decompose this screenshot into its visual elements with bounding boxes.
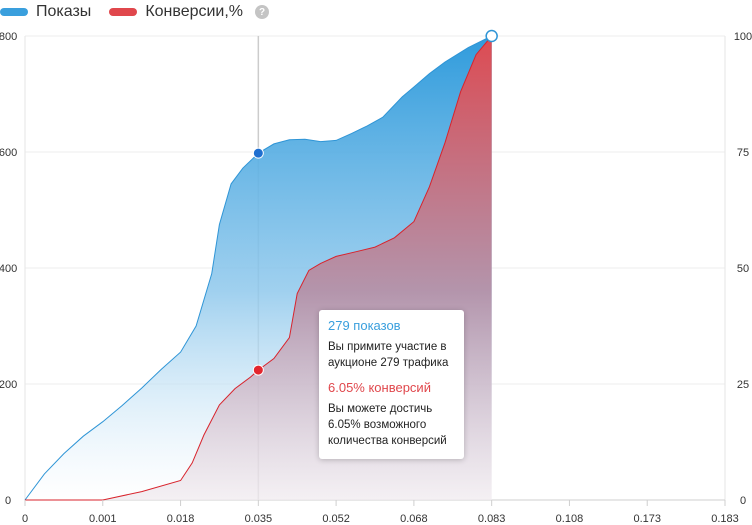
tooltip-impressions-text: Вы примите участие в аукционе 279 трафик… (328, 341, 449, 369)
tooltip-conversions-title: 6.05% конверсий (328, 380, 431, 395)
tooltip-impressions-title: 279 показов (328, 318, 401, 333)
x-tick-label: 0.108 (556, 513, 584, 525)
x-tick-label: 0.083 (478, 513, 506, 525)
y-left-tick-label: 200 (0, 379, 17, 391)
x-tick-label: 0.173 (633, 513, 661, 525)
tooltip-conversions-text: Вы можете достичь 6.05% возможного колич… (328, 403, 447, 447)
x-tick-label: 0.001 (89, 513, 117, 525)
conversions-marker (252, 364, 264, 376)
y-left-tick-label: 800 (0, 31, 17, 43)
x-tick-label: 0.018 (167, 513, 195, 525)
legend: Показы Конверсии,% ? (0, 1, 270, 23)
x-tick-label: 0 (22, 513, 28, 525)
legend-label-impressions: Показы (36, 3, 92, 20)
legend-swatch-impressions (0, 8, 28, 16)
y-left-tick-label: 600 (0, 147, 17, 159)
chart-tooltip: 279 показов Вы примите участие в аукцион… (319, 310, 464, 459)
endpoint-marker (485, 29, 498, 43)
x-tick-label: 0.068 (400, 513, 428, 525)
conversions-line (25, 35, 493, 501)
legend-item-conversions[interactable]: Конверсии,% (109, 3, 243, 21)
legend-item-impressions[interactable]: Показы (0, 3, 91, 21)
legend-label-conversions: Конверсии,% (145, 3, 244, 20)
impressions-marker (252, 147, 264, 159)
y-right-tick-label: 100 (734, 31, 752, 43)
x-tick-label: 0.183 (711, 513, 739, 525)
question-circle-icon[interactable]: ? (255, 5, 270, 19)
y-right-tick-label: 75 (737, 147, 749, 159)
axes: 0 200 400 600 800 0 25 50 75 100 0 0.001 0.018 0.035 0… (0, 31, 752, 525)
y-right-tick-label: 25 (737, 379, 749, 391)
y-left-tick-label: 400 (0, 263, 17, 275)
point-markers (252, 29, 498, 376)
y-right-tick-label: 0 (740, 495, 746, 507)
x-tick-label: 0.035 (245, 513, 273, 525)
legend-swatch-conversions (109, 8, 138, 16)
y-right-tick-label: 50 (737, 263, 749, 275)
x-tick-label: 0.052 (322, 513, 350, 525)
y-left-tick-label: 0 (5, 495, 11, 507)
